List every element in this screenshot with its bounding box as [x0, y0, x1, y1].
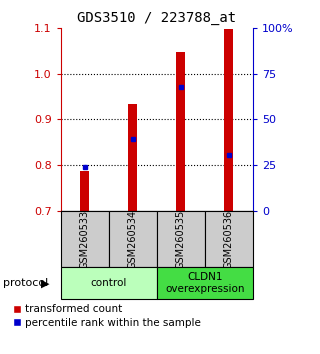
Text: control: control [91, 278, 127, 288]
Text: GSM260536: GSM260536 [224, 209, 234, 269]
Bar [205, 211, 253, 267]
Bar [61, 267, 157, 299]
Text: ▶: ▶ [41, 278, 50, 288]
Bar [157, 211, 205, 267]
Text: GSM260533: GSM260533 [80, 209, 90, 269]
Bar [225, 29, 233, 211]
Bar [177, 52, 185, 211]
Bar [61, 211, 109, 267]
Text: GSM260535: GSM260535 [176, 209, 186, 269]
Bar [157, 267, 253, 299]
Legend: transformed count, percentile rank within the sample: transformed count, percentile rank withi… [13, 304, 201, 327]
Text: GSM260534: GSM260534 [128, 209, 138, 269]
Bar [109, 211, 157, 267]
Bar [128, 103, 137, 211]
Title: GDS3510 / 223788_at: GDS3510 / 223788_at [77, 11, 236, 24]
Text: protocol: protocol [3, 278, 48, 288]
Text: CLDN1
overexpression: CLDN1 overexpression [165, 272, 244, 294]
Bar [81, 171, 89, 211]
